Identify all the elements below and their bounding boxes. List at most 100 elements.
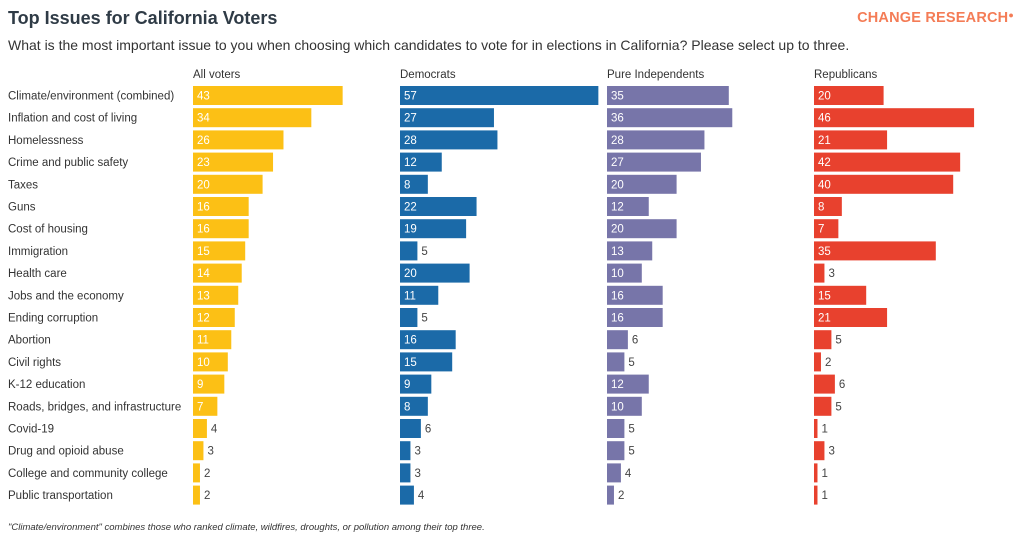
data-label: 20 — [197, 179, 210, 191]
data-label: 35 — [611, 91, 624, 103]
bar — [193, 308, 235, 327]
data-label: 15 — [404, 357, 417, 369]
bar — [400, 263, 470, 283]
data-label: 20 — [818, 91, 831, 103]
data-label: 6 — [425, 424, 431, 436]
bar — [400, 108, 494, 128]
bar — [607, 219, 677, 239]
series-header: All voters — [193, 69, 241, 81]
chart-subtitle: What is the most important issue to you … — [8, 37, 850, 53]
data-label: 5 — [835, 335, 841, 347]
category-label: Guns — [8, 202, 36, 214]
chart-footnote: "Climate/environment" combines those who… — [8, 522, 485, 533]
logo-word-change: CHANGE — [857, 10, 922, 26]
bar — [814, 241, 936, 261]
data-label: 9 — [197, 379, 203, 391]
series-header: Democrats — [400, 69, 456, 81]
logo-word-research: RESEARCH — [925, 10, 1009, 26]
data-label: 2 — [618, 490, 624, 502]
category-label: Taxes — [8, 179, 38, 191]
data-label: 14 — [197, 268, 210, 280]
category-label: Immigration — [8, 246, 68, 258]
chart-title: Top Issues for California Voters — [8, 8, 278, 28]
bar — [193, 219, 249, 239]
bar — [607, 441, 625, 461]
series-header: Republicans — [814, 69, 878, 81]
bar — [607, 374, 649, 394]
data-label: 15 — [197, 246, 210, 258]
bar — [400, 86, 599, 105]
bar — [400, 463, 411, 483]
bar — [193, 130, 284, 150]
data-label: 12 — [197, 313, 210, 325]
data-label: 19 — [404, 224, 417, 236]
bar — [193, 374, 225, 394]
series-header: Pure Independents — [607, 69, 704, 81]
data-label: 22 — [404, 202, 417, 214]
bar — [400, 130, 498, 150]
bar — [814, 197, 842, 216]
bar — [814, 152, 961, 172]
data-label: 2 — [825, 357, 831, 369]
bar — [607, 396, 642, 416]
data-label: 27 — [404, 113, 417, 125]
category-label: Covid-19 — [8, 424, 54, 436]
data-label: 2 — [204, 490, 210, 502]
bar — [607, 130, 705, 150]
logo-dot-icon: ● — [1008, 10, 1014, 20]
category-label: Abortion — [8, 335, 51, 347]
category-label: Crime and public safety — [8, 157, 128, 169]
data-label: 7 — [818, 224, 824, 236]
bar — [400, 441, 411, 461]
category-label: Health care — [8, 268, 67, 280]
bar — [607, 419, 625, 438]
data-label: 10 — [611, 268, 624, 280]
bar — [814, 441, 825, 461]
bar — [193, 86, 343, 105]
data-label: 12 — [611, 202, 624, 214]
category-label: Drug and opioid abuse — [8, 446, 124, 458]
data-label: 20 — [611, 224, 624, 236]
bar — [607, 352, 625, 372]
bar — [814, 263, 825, 283]
category-label: Homelessness — [8, 135, 84, 147]
data-label: 16 — [404, 335, 417, 347]
category-label: Civil rights — [8, 357, 61, 369]
data-label: 5 — [628, 446, 634, 458]
bar — [193, 174, 263, 194]
data-label: 42 — [818, 157, 831, 169]
bar — [814, 419, 818, 438]
data-label: 40 — [818, 179, 831, 191]
bar — [814, 374, 835, 394]
data-label: 16 — [197, 202, 210, 214]
data-label: 21 — [818, 313, 831, 325]
data-label: 10 — [197, 357, 210, 369]
bar — [193, 330, 232, 350]
data-label: 36 — [611, 113, 624, 125]
bar — [193, 285, 239, 305]
category-label: College and community college — [8, 468, 168, 480]
category-label: Climate/environment (combined) — [8, 91, 174, 103]
data-label: 4 — [625, 468, 632, 480]
data-label: 43 — [197, 91, 210, 103]
bar — [607, 330, 628, 350]
bar — [607, 463, 621, 483]
bar — [607, 241, 653, 261]
bar — [400, 285, 439, 305]
data-label: 8 — [404, 179, 410, 191]
change-research-logo: CHANGE RESEARCH● — [857, 10, 1014, 26]
bar — [814, 352, 821, 372]
bar — [193, 197, 249, 216]
data-label: 21 — [818, 135, 831, 147]
bar — [400, 396, 428, 416]
data-label: 20 — [404, 268, 417, 280]
data-label: 20 — [611, 179, 624, 191]
data-label: 12 — [611, 379, 624, 391]
data-label: 15 — [818, 290, 831, 302]
data-label: 3 — [414, 446, 420, 458]
data-label: 8 — [404, 401, 410, 413]
bar — [400, 352, 453, 372]
bar — [814, 130, 888, 150]
category-label: K-12 education — [8, 379, 85, 391]
